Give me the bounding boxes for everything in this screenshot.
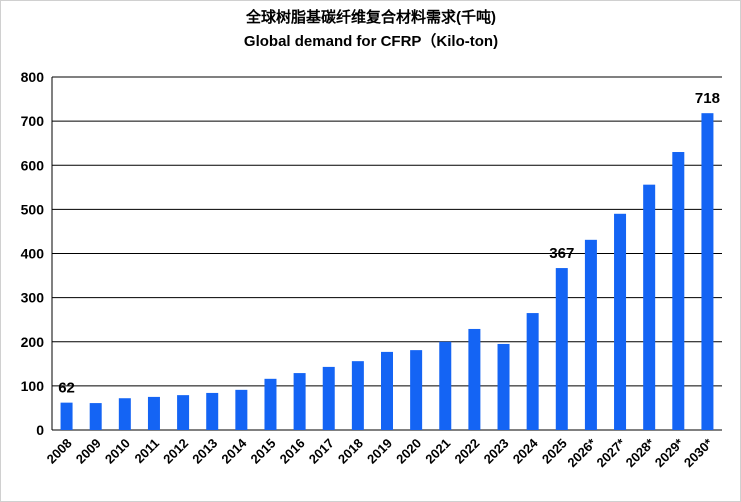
y-tick-label: 100: [21, 378, 45, 394]
bar: [672, 152, 685, 430]
y-tick-label: 800: [21, 69, 45, 85]
bar: [118, 398, 131, 430]
bar: [264, 378, 277, 430]
y-tick-label: 600: [21, 157, 45, 173]
value-label: 367: [549, 245, 574, 262]
value-label: 718: [695, 90, 720, 107]
bar: [410, 350, 423, 430]
bar: [177, 395, 190, 430]
bar: [584, 239, 597, 430]
bar: [468, 328, 481, 430]
value-label: 62: [58, 380, 75, 397]
bar: [497, 343, 510, 430]
bar: [351, 361, 364, 430]
bar: [643, 184, 656, 430]
bar: [60, 402, 73, 430]
y-tick-label: 300: [21, 290, 45, 306]
y-tick-label: 500: [21, 201, 45, 217]
bar: [614, 213, 627, 430]
bar: [526, 313, 539, 430]
bar: [701, 113, 714, 431]
y-tick-label: 200: [21, 334, 45, 350]
chart-title: 全球树脂基碳纤维复合材料需求(千吨): [245, 8, 496, 26]
bar: [381, 351, 393, 430]
bar: [89, 403, 102, 430]
bar: [293, 373, 306, 430]
bar: [439, 341, 452, 430]
chart-subtitle: Global demand for CFRP（Kilo-ton): [244, 32, 498, 50]
bar: [235, 389, 248, 430]
bar: [147, 396, 160, 430]
y-tick-label: 400: [21, 246, 45, 262]
y-tick-label: 700: [21, 113, 45, 129]
bar: [555, 268, 568, 430]
bar: [206, 392, 219, 430]
bar: [322, 366, 335, 430]
y-tick-label: 0: [36, 422, 44, 438]
